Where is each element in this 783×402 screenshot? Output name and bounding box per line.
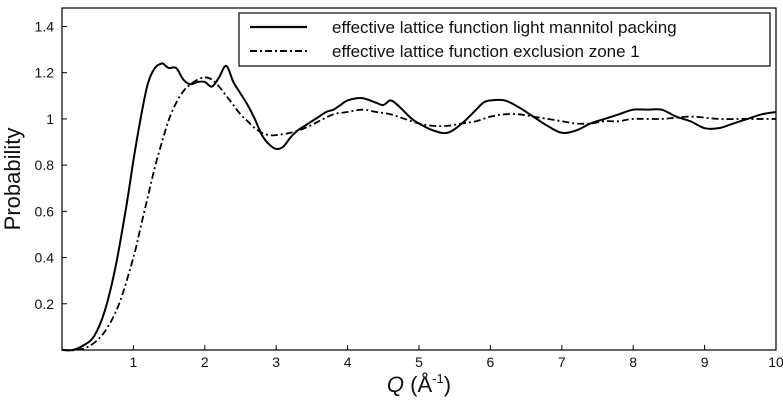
x-tick-label: 7 (558, 354, 566, 370)
x-tick-label: 4 (344, 354, 352, 370)
y-tick-label: 1.4 (35, 18, 55, 34)
y-tick-label: 0.4 (35, 250, 55, 266)
series-layer (61, 62, 777, 352)
x-axis-title: Q (Å-1) (387, 371, 451, 397)
x-tick-label: 6 (487, 354, 495, 370)
legend-label-exclusion-zone: effective lattice function exclusion zon… (332, 42, 640, 61)
x-axis-unit-exponent: -1 (432, 371, 444, 386)
legend-box (238, 12, 771, 67)
x-axis-unit: (Å (404, 372, 432, 397)
x-tick-label: 3 (272, 354, 280, 370)
x-tick-label: 10 (768, 354, 783, 370)
x-tick-label: 1 (130, 354, 138, 370)
series-line-exclusion-zone (61, 76, 776, 352)
x-tick-label: 8 (629, 354, 637, 370)
ticks-layer: 1 2 3 4 5 6 7 8 9 10 0.2 0.4 0.6 0.8 1 1.2 1.4 (35, 18, 783, 370)
y-tick-label: 1 (46, 111, 54, 127)
y-tick-label: 1.2 (35, 65, 55, 81)
y-tick-label: 0.6 (35, 203, 55, 219)
x-tick-label: 5 (415, 354, 423, 370)
x-tick-label: 9 (701, 354, 709, 370)
series-line-light-mannitol (61, 62, 777, 352)
legend: effective lattice function light mannito… (238, 12, 771, 67)
y-axis-title: Probability (0, 128, 25, 231)
x-axis-symbol: Q (387, 372, 404, 397)
legend-label-light-mannitol: effective lattice function light mannito… (332, 18, 677, 37)
x-axis-unit-close: ) (444, 372, 451, 397)
y-tick-label: 0.8 (35, 157, 55, 173)
x-tick-label: 2 (201, 354, 209, 370)
y-tick-label: 0.2 (35, 296, 55, 312)
